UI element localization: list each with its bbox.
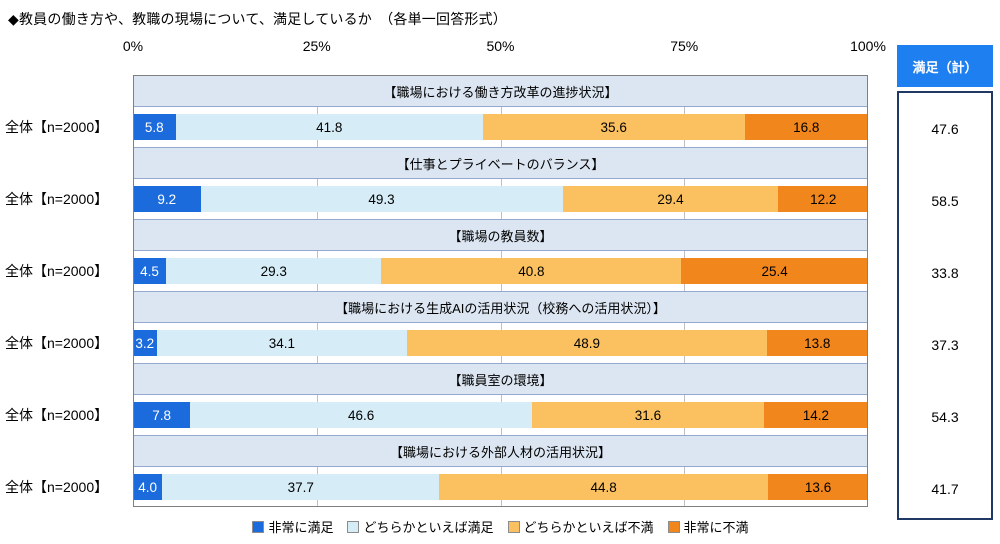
bar-segment: 9.2 (133, 186, 201, 212)
gutter-spacer (0, 219, 133, 251)
bar-track: 4.5 29.3 40.8 25.4 (133, 251, 868, 291)
bar-segment: 29.4 (562, 186, 779, 212)
bar-row: 全体【n=2000】 7.8 46.6 31.6 14.2 (0, 395, 868, 435)
gutter-spacer (0, 291, 133, 323)
stacked-bar: 5.8 41.8 35.6 16.8 (133, 114, 868, 140)
row-label: 全体【n=2000】 (5, 263, 109, 279)
stacked-bar: 4.5 29.3 40.8 25.4 (133, 258, 868, 284)
chart-title: ◆教員の働き方や、教職の現場について、満足しているか （各単一回答形式） (8, 11, 508, 27)
gutter-spacer (0, 435, 133, 467)
bar-segment: 49.3 (200, 186, 563, 212)
bar-track: 3.2 34.1 48.9 13.8 (133, 323, 869, 363)
section-header-row: 【職場の教員数】 (0, 219, 868, 251)
section-header: 【職場の教員数】 (133, 219, 868, 251)
row-label: 全体【n=2000】 (5, 479, 109, 495)
bar-segment: 3.2 (133, 330, 157, 356)
bar-segment: 40.8 (381, 258, 682, 284)
legend-item: どちらかといえば満足 (347, 517, 494, 536)
legend-label: どちらかといえば不満 (523, 520, 654, 535)
bar-track: 4.0 37.7 44.8 13.6 (133, 467, 868, 507)
bar-row: 全体【n=2000】 4.5 29.3 40.8 25.4 (0, 251, 868, 291)
gutter-spacer (0, 363, 133, 395)
bar-segment: 4.0 (133, 474, 163, 500)
summary-box: 47.6 58.5 33.8 37.3 54.3 41.7 (897, 91, 993, 520)
summary-value: 47.6 (931, 121, 959, 137)
section-header: 【職場における働き方改革の進捗状況】 (133, 75, 868, 107)
legend-swatch (507, 520, 520, 533)
bar-row: 全体【n=2000】 3.2 34.1 48.9 13.8 (0, 323, 869, 363)
bar-segment: 25.4 (681, 258, 868, 284)
row-label: 全体【n=2000】 (5, 119, 109, 135)
bar-segment: 48.9 (407, 330, 767, 356)
summary-value: 33.8 (931, 265, 959, 281)
bar-segment: 37.7 (162, 474, 440, 500)
legend-label: 非常に不満 (683, 520, 749, 535)
row-label: 全体【n=2000】 (5, 335, 109, 351)
bar-row: 全体【n=2000】 4.0 37.7 44.8 13.6 (0, 467, 868, 507)
x-axis-tick: 0% (122, 38, 144, 54)
row-label: 全体【n=2000】 (5, 407, 109, 423)
summary-value: 54.3 (931, 409, 959, 425)
bar-segment: 12.2 (778, 186, 868, 212)
legend-label: どちらかといえば満足 (363, 520, 494, 535)
stacked-bar: 7.8 46.6 31.6 14.2 (133, 402, 868, 428)
bar-track: 9.2 49.3 29.4 12.2 (133, 179, 868, 219)
bar-segment: 41.8 (175, 114, 483, 140)
bar-segment: 14.2 (763, 402, 868, 428)
section-header: 【職場における外部人材の活用状況】 (133, 435, 868, 467)
summary-value: 58.5 (931, 193, 959, 209)
legend-item: 非常に不満 (667, 517, 749, 536)
x-axis-tick: 75% (670, 38, 699, 54)
section-header-row: 【職場における働き方改革の進捗状況】 (0, 75, 868, 107)
summary-header: 満足（計） (897, 45, 993, 87)
legend-item: どちらかといえば不満 (507, 517, 654, 536)
stacked-bar: 9.2 49.3 29.4 12.2 (133, 186, 868, 212)
chart-body: 【職場における働き方改革の進捗状況】 全体【n=2000】 5.8 41.8 35.6 1… (0, 75, 869, 507)
gutter-spacer (0, 75, 133, 107)
legend-swatch (347, 520, 360, 533)
section-header-row: 【職員室の環境】 (0, 363, 868, 395)
bar-track: 7.8 46.6 31.6 14.2 (133, 395, 868, 435)
bar-segment: 46.6 (190, 402, 533, 428)
bar-segment: 7.8 (133, 402, 191, 428)
x-axis-tick: 25% (302, 38, 331, 54)
legend-swatch (667, 520, 680, 533)
bar-segment: 35.6 (482, 114, 745, 140)
row-label: 全体【n=2000】 (5, 191, 109, 207)
bar-segment: 16.8 (744, 114, 868, 140)
section-header-row: 【仕事とプライベートのバランス】 (0, 147, 868, 179)
bar-segment: 13.8 (766, 330, 869, 356)
legend-item: 非常に満足 (252, 517, 333, 536)
stacked-bar: 3.2 34.1 48.9 13.8 (133, 330, 869, 356)
section-header-row: 【職場における外部人材の活用状況】 (0, 435, 868, 467)
section-header-row: 【職場における生成AIの活用状況（校務への活用状況）】 (0, 291, 868, 323)
bar-segment: 31.6 (532, 402, 764, 428)
legend-swatch (252, 520, 265, 533)
bar-row: 全体【n=2000】 5.8 41.8 35.6 16.8 (0, 107, 868, 147)
bar-segment: 5.8 (133, 114, 176, 140)
bar-segment: 44.8 (439, 474, 769, 500)
bar-track: 5.8 41.8 35.6 16.8 (133, 107, 868, 147)
bar-segment: 4.5 (133, 258, 167, 284)
legend: 非常に満足 どちらかといえば満足 どちらかといえば不満 非常に不満 (133, 517, 868, 536)
legend-label: 非常に満足 (268, 520, 334, 535)
bar-row: 全体【n=2000】 9.2 49.3 29.4 12.2 (0, 179, 868, 219)
stacked-bar: 4.0 37.7 44.8 13.6 (133, 474, 868, 500)
bar-segment: 29.3 (166, 258, 382, 284)
summary-value: 37.3 (931, 337, 959, 353)
summary-value: 41.7 (931, 481, 959, 497)
section-header: 【職場における生成AIの活用状況（校務への活用状況）】 (133, 291, 868, 323)
section-header: 【職員室の環境】 (133, 363, 868, 395)
bar-segment: 13.6 (768, 474, 868, 500)
x-axis: 0% 25% 50% 75% 100% (123, 38, 886, 56)
section-header: 【仕事とプライベートのバランス】 (133, 147, 868, 179)
x-axis-tick: 100% (850, 38, 886, 54)
bar-segment: 34.1 (156, 330, 408, 356)
x-axis-tick: 50% (486, 38, 515, 54)
gutter-spacer (0, 147, 133, 179)
